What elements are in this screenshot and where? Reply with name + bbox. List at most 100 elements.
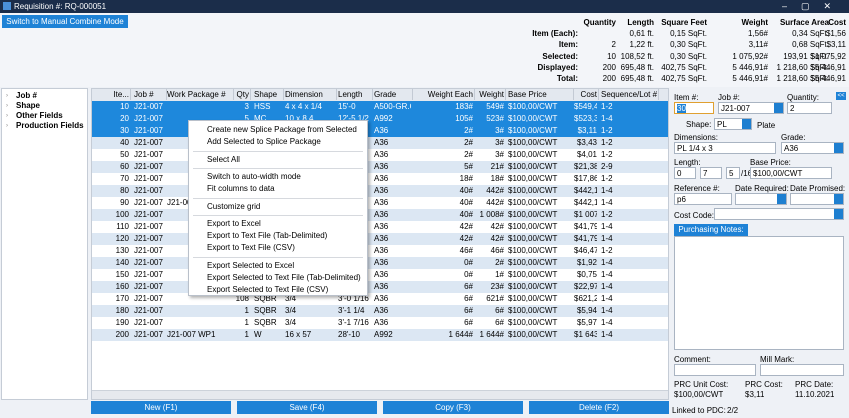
dim-input[interactable]: PL 1/4 x 3 (674, 142, 776, 154)
grid-cell: SQBR (254, 294, 277, 303)
collapse-button[interactable]: << (836, 92, 846, 100)
menu-item[interactable]: Customize grid (207, 201, 261, 211)
summary-cell: $1,56 (825, 29, 846, 38)
summary-label: Displayed: (537, 63, 578, 72)
menu-item[interactable]: Switch to auto-width mode (207, 171, 301, 181)
grid-cell: $3,43 (576, 138, 597, 147)
menu-item[interactable]: Select All (207, 154, 240, 164)
mill-input[interactable] (760, 364, 844, 376)
tree-item[interactable]: Other Fields (16, 111, 63, 120)
summary-label: Item (Each): (532, 29, 578, 38)
cost-code-select[interactable] (714, 208, 844, 220)
column-header[interactable]: Job # (134, 89, 167, 100)
summary-cell: 200 (602, 63, 616, 72)
column-header[interactable]: Weight Each (414, 89, 475, 100)
tree-item[interactable]: Production Fields (16, 121, 84, 130)
grid-cell: $442,13 (574, 198, 597, 207)
h-scrollbar[interactable] (92, 390, 668, 399)
summary-header: Weight (741, 18, 768, 27)
grid-cell: 1-4 (601, 294, 613, 303)
column-header[interactable]: Base Price (508, 89, 574, 100)
column-header[interactable]: Work Package # (167, 89, 234, 100)
action-button[interactable]: New (F1) (91, 401, 231, 414)
menu-item[interactable]: Export Selected to Excel (207, 260, 295, 270)
menu-item[interactable]: Export to Excel (207, 218, 261, 228)
summary-cell: $1 075,92 (810, 52, 846, 61)
menu-item[interactable]: Export to Text File (Tab-Delimited) (207, 231, 328, 241)
job-select[interactable]: J21-007 (718, 102, 784, 114)
summary-cell: 1 218,60 SqFt. (776, 74, 829, 83)
menu-item[interactable]: Create new Splice Package from Selected (207, 125, 357, 134)
grid-cell: $5,97 (576, 318, 597, 327)
len-in-input[interactable]: 7 (700, 167, 722, 179)
grid-cell: A36 (374, 234, 389, 243)
tree-arrow[interactable]: › (6, 113, 8, 119)
ref-input[interactable]: p6 (674, 193, 732, 205)
grid-cell: 10 x 8.4 (285, 114, 314, 123)
menu-separator (193, 214, 363, 216)
grid-cell: 3'-1 7/16 (338, 318, 369, 327)
column-header[interactable]: Length (338, 89, 373, 100)
grid-row[interactable] (92, 329, 668, 341)
window-controls[interactable]: –▢✕ (782, 1, 844, 11)
tree-item[interactable]: Shape (16, 101, 41, 110)
grid-cell: 1 644# (448, 330, 473, 339)
grid-cell: 3'-0 1/16 (338, 294, 369, 303)
grid-cell: 190 (115, 318, 129, 327)
comment-input[interactable] (674, 364, 756, 376)
context-menu: Create new Splice Package from Selected A… (188, 120, 368, 296)
price-input[interactable]: $100,00/CWT (750, 167, 832, 179)
summary-label: Selected: (542, 52, 578, 61)
date-promised[interactable] (790, 193, 844, 205)
grid-cell: J21-007 (134, 162, 163, 171)
tree-arrow[interactable]: › (6, 103, 8, 109)
len-ft-input[interactable]: 0 (674, 167, 696, 179)
label: Item #: (674, 93, 699, 102)
grid-row[interactable] (92, 101, 668, 113)
menu-item[interactable]: Export Selected to Text File (Tab-Delimi… (207, 273, 361, 282)
menu-item[interactable]: Export Selected to Text File (CSV) (207, 285, 329, 295)
grid-cell: 18# (490, 174, 504, 183)
column-header[interactable]: Ite... (93, 89, 131, 100)
shape-select[interactable]: PL (714, 118, 752, 130)
grid-row[interactable] (92, 293, 668, 305)
item-input[interactable]: 30 (674, 102, 714, 114)
tree-arrow[interactable]: › (6, 93, 8, 99)
grid-row[interactable] (92, 317, 668, 329)
column-header[interactable]: Weight (476, 89, 506, 100)
grid-row[interactable] (92, 305, 668, 317)
notes-area[interactable] (674, 236, 844, 350)
tree-arrow[interactable]: › (6, 123, 8, 129)
action-button[interactable]: Copy (F3) (383, 401, 523, 414)
action-button[interactable]: Delete (F2) (529, 401, 669, 414)
grid-cell: 120 (115, 234, 129, 243)
summary-cell: 0,30 SqFt. (670, 40, 707, 49)
len-frac-input[interactable]: 5 (726, 167, 740, 179)
menu-item[interactable]: Fit columns to data (207, 184, 275, 194)
grid-cell: 4 x 4 x 1/4 (285, 102, 322, 111)
menu-item[interactable]: Export to Text File (CSV) (207, 243, 295, 253)
label: PRC Unit Cost: (674, 380, 729, 389)
column-header[interactable]: Sequence/Lot # (601, 89, 659, 100)
grid-cell: 80 (120, 186, 129, 195)
column-header[interactable]: Grade (374, 89, 413, 100)
column-header[interactable]: Qty (234, 89, 251, 100)
menu-item[interactable]: Add Selected to Splice Package (207, 137, 321, 147)
grid-cell: 200 (115, 330, 129, 339)
combine-mode-button[interactable]: Switch to Manual Combine Mode (2, 15, 128, 28)
column-header[interactable]: Cost (574, 89, 599, 100)
grid-cell: $100,00/CWT (508, 114, 558, 123)
grid-cell: $46,47 (574, 246, 597, 255)
top-area (0, 13, 849, 87)
qty-input[interactable]: 2 (787, 102, 832, 114)
date-required[interactable] (735, 193, 787, 205)
grade-select[interactable]: A36 (781, 142, 844, 154)
action-button[interactable]: Save (F4) (237, 401, 377, 414)
grid-cell: 6# (464, 306, 473, 315)
menu-separator (193, 167, 363, 169)
summary-cell: 108,52 ft. (620, 52, 654, 61)
purchasing-notes-button[interactable]: Purchasing Notes: (674, 224, 748, 236)
tree-item[interactable]: Job # (16, 91, 37, 100)
column-header[interactable]: Shape (254, 89, 284, 100)
column-header[interactable]: Dimension (285, 89, 337, 100)
